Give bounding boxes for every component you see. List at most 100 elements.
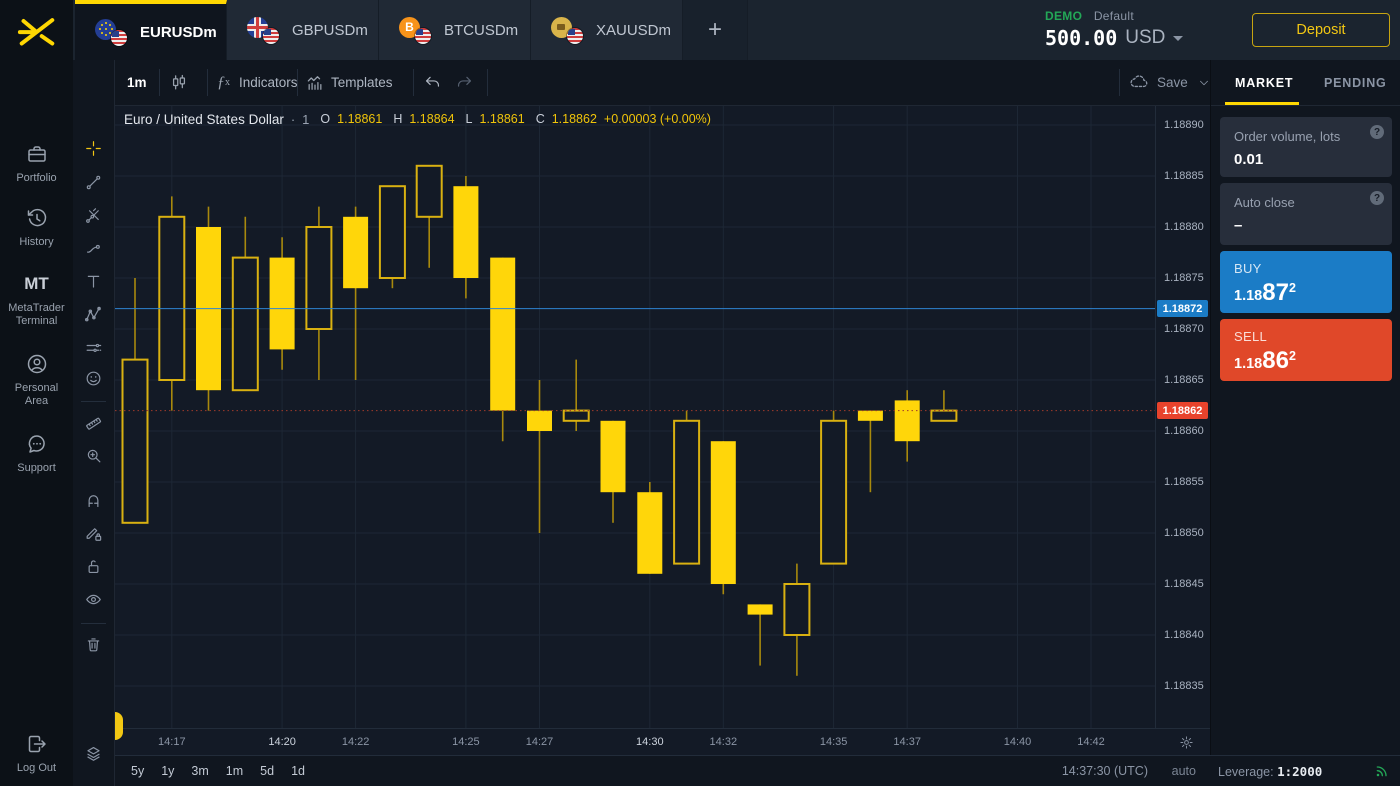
trash-tool[interactable] — [73, 630, 114, 658]
save-chevron-down-icon[interactable] — [1197, 60, 1211, 105]
parallel-lines-tool[interactable] — [73, 333, 114, 361]
emoji-tool[interactable] — [73, 364, 114, 392]
zoom-in-tool[interactable] — [73, 441, 114, 469]
history-icon — [25, 206, 49, 230]
layers-tool[interactable] — [73, 739, 114, 767]
candlestick — [783, 563, 811, 676]
account-caret-down-icon — [1173, 35, 1184, 41]
templates-button[interactable]: Templates — [331, 75, 393, 90]
sidebar-item-personal[interactable]: Personal Area — [0, 352, 73, 408]
candlestick — [820, 410, 848, 565]
account-summary[interactable]: DEMO Default 500.00 USD — [1045, 9, 1184, 50]
range-button-5y[interactable]: 5y — [131, 764, 145, 778]
magnet-tool[interactable] — [73, 486, 114, 514]
candlestick — [710, 441, 736, 595]
price-axis-label: 1.18870 — [1164, 323, 1204, 335]
legend-close: 1.18862 — [551, 112, 597, 126]
symbol-tab-gbpusdm[interactable]: GBPUSDm — [227, 0, 379, 60]
sell-price: 1.18 86 2 — [1234, 347, 1296, 374]
symbol-tab-label: GBPUSDm — [292, 21, 368, 39]
brush-tool[interactable] — [73, 234, 114, 262]
order-volume-field[interactable]: Order volume, lots 0.01 ? — [1220, 117, 1392, 177]
draw-lock-tool[interactable] — [73, 519, 114, 547]
sidebar-item-history[interactable]: History — [0, 206, 73, 249]
order-volume-value[interactable]: 0.01 — [1234, 151, 1264, 168]
tab-market[interactable]: MARKET — [1235, 75, 1294, 90]
candlestick-chart[interactable] — [115, 106, 1155, 728]
sidebar-item-portfolio[interactable]: Portfolio — [0, 142, 73, 185]
save-button[interactable]: Save — [1157, 75, 1188, 90]
redo-icon — [455, 73, 474, 92]
candlestick — [857, 410, 883, 493]
buy-button[interactable]: BUY 1.18 87 2 — [1220, 251, 1392, 313]
auto-close-field[interactable]: Auto close – ? — [1220, 183, 1392, 245]
tab-pending[interactable]: PENDING — [1324, 75, 1387, 90]
crosshair-tool[interactable] — [73, 134, 114, 162]
sell-button[interactable]: SELL 1.18 86 2 — [1220, 319, 1392, 381]
ruler-tool[interactable] — [73, 409, 114, 437]
order-volume-label: Order volume, lots — [1234, 129, 1341, 144]
emoji-icon — [84, 369, 103, 388]
indicators-button[interactable]: Indicators — [239, 75, 298, 90]
legend-open: 1.18861 — [337, 112, 383, 126]
brush-icon — [84, 239, 103, 258]
range-button-5d[interactable]: 5d — [260, 764, 275, 778]
profile-name: Default — [1093, 9, 1134, 23]
time-axis-label: 14:35 — [819, 736, 848, 748]
symbol-tab-btcusdm[interactable]: BTCUSDm — [379, 0, 531, 60]
time-axis[interactable]: 14:17 14:20 14:22 14:25 14:27 14:30 14:32 14:35… — [115, 728, 1210, 755]
time-axis-label: 14:37 — [893, 736, 921, 748]
sidebar-item-label: MetaTrader Terminal — [8, 302, 65, 327]
crosshair-icon — [84, 139, 103, 158]
trend-line-tool[interactable] — [73, 168, 114, 196]
candlestick — [527, 380, 552, 533]
add-symbol-tab-button[interactable]: + — [683, 0, 748, 60]
candlestick-style-icon — [169, 73, 189, 93]
auto-close-value[interactable]: – — [1234, 217, 1243, 234]
range-button-1y[interactable]: 1y — [161, 764, 175, 778]
chart-canvas[interactable] — [115, 106, 1155, 728]
candlestick — [158, 196, 186, 411]
time-axis-label: 14:30 — [636, 736, 664, 748]
gear-icon[interactable] — [1179, 735, 1194, 750]
range-button-1m[interactable]: 1m — [225, 764, 244, 778]
chart-style-button[interactable] — [169, 60, 189, 105]
symbol-tab-xauusdm[interactable]: XAUUSDm — [531, 0, 683, 60]
price-axis-label: 1.18860 — [1164, 425, 1204, 437]
lock-tool[interactable] — [73, 552, 114, 580]
zoom-in-icon — [84, 446, 103, 465]
candlestick — [637, 482, 663, 574]
order-panel: MARKET PENDING Order volume, lots 0.01 ?… — [1210, 60, 1400, 755]
sidebar: Portfolio History MT MetaTrader Terminal Pers… — [0, 60, 73, 786]
bottom-bar: 5y 1y 3m 1m 5d 1d 14:37:30 (UTC) auto Leverag… — [115, 755, 1400, 786]
symbol-tab-label: EURUSDm — [140, 23, 217, 41]
range-button-1d[interactable]: 1d — [291, 764, 305, 778]
legend-high: 1.18864 — [409, 112, 455, 126]
pitchfork-tool[interactable] — [73, 201, 114, 229]
eye-tool[interactable] — [73, 585, 114, 613]
auto-scale-toggle[interactable]: auto — [1171, 764, 1196, 778]
sidebar-item-support[interactable]: Support — [0, 432, 73, 475]
eur-usd-flag-icon — [95, 18, 129, 46]
timeframe-button[interactable]: 1m — [127, 75, 147, 90]
pattern-tool[interactable] — [73, 300, 114, 328]
undo-button[interactable] — [423, 60, 442, 105]
sidebar-item-logout[interactable]: Log Out — [0, 732, 73, 775]
symbol-tab-label: BTCUSDm — [444, 21, 519, 39]
buy-label: BUY — [1234, 261, 1262, 276]
price-axis[interactable]: 1.18890 1.18885 1.18880 1.18875 1.18870 1.188… — [1155, 106, 1210, 728]
exness-logo[interactable] — [0, 0, 73, 60]
help-icon[interactable]: ? — [1370, 125, 1384, 139]
redo-button[interactable] — [455, 60, 474, 105]
panel-drag-handle[interactable] — [115, 712, 123, 740]
sidebar-item-metatrader[interactable]: MT MetaTrader Terminal — [0, 272, 73, 328]
help-icon[interactable]: ? — [1370, 191, 1384, 205]
parallel-lines-icon — [84, 338, 103, 357]
symbol-tab-eurusdm[interactable]: EURUSDm — [75, 0, 227, 60]
magnet-icon — [84, 491, 103, 510]
range-button-3m[interactable]: 3m — [191, 764, 209, 778]
deposit-button[interactable]: Deposit — [1252, 13, 1390, 47]
balance-row[interactable]: 500.00 USD — [1045, 26, 1184, 50]
text-tool[interactable] — [73, 267, 114, 295]
